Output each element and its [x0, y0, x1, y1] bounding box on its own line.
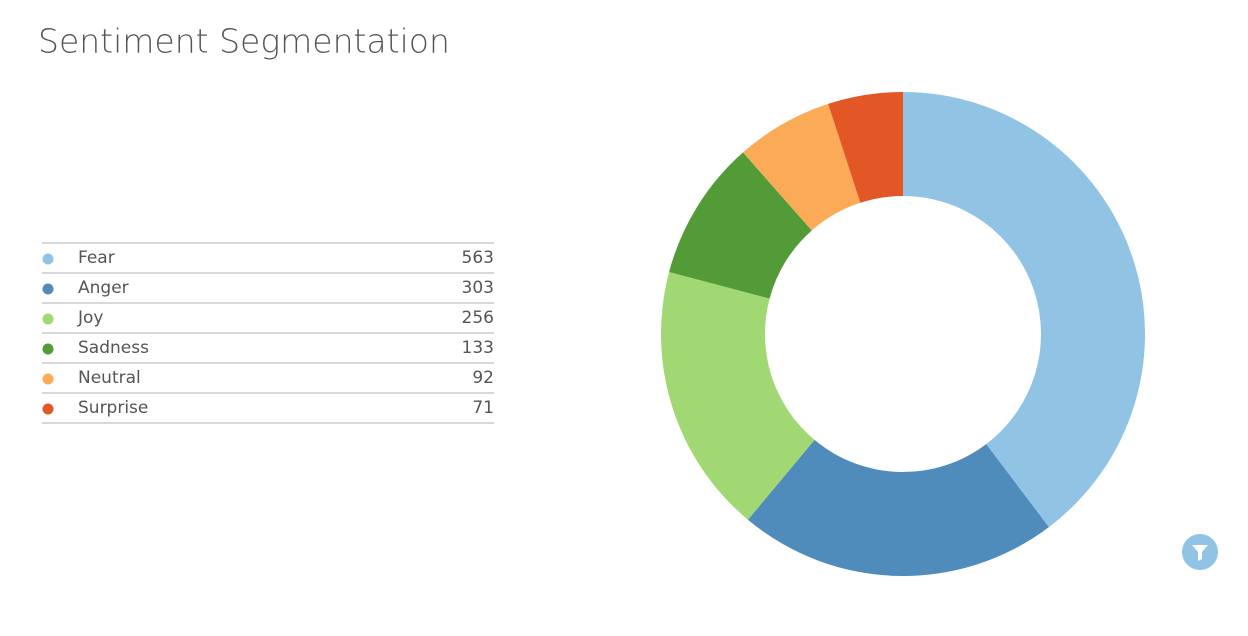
pie-slice	[661, 271, 815, 520]
legend-value: 256	[462, 308, 494, 328]
legend-value: 563	[462, 248, 494, 268]
legend-value: 92	[472, 368, 494, 388]
legend-dot	[42, 343, 54, 355]
legend-label: Anger	[78, 278, 129, 298]
legend-dot	[42, 283, 54, 295]
legend-value: 133	[462, 338, 494, 358]
legend-dot	[42, 253, 54, 265]
pie-slice	[903, 92, 1145, 528]
legend-label: Sadness	[78, 338, 149, 358]
legend-dot	[42, 373, 54, 385]
pie-slice	[743, 103, 861, 231]
pie-slice	[747, 439, 1049, 576]
pie-slice	[828, 92, 903, 203]
filter-icon[interactable]	[1192, 545, 1208, 561]
legend-dot	[42, 313, 54, 325]
filter-button[interactable]	[1182, 534, 1218, 570]
legend-value: 303	[462, 278, 494, 298]
legend-label: Neutral	[78, 368, 141, 388]
legend-label: Fear	[78, 248, 115, 268]
legend-value: 71	[472, 398, 494, 418]
legend-label: Surprise	[78, 398, 148, 418]
chart-title: Sentiment Segmentation	[38, 22, 450, 61]
pie-slice	[669, 152, 812, 299]
legend-dot	[42, 403, 54, 415]
legend-label: Joy	[77, 308, 103, 328]
